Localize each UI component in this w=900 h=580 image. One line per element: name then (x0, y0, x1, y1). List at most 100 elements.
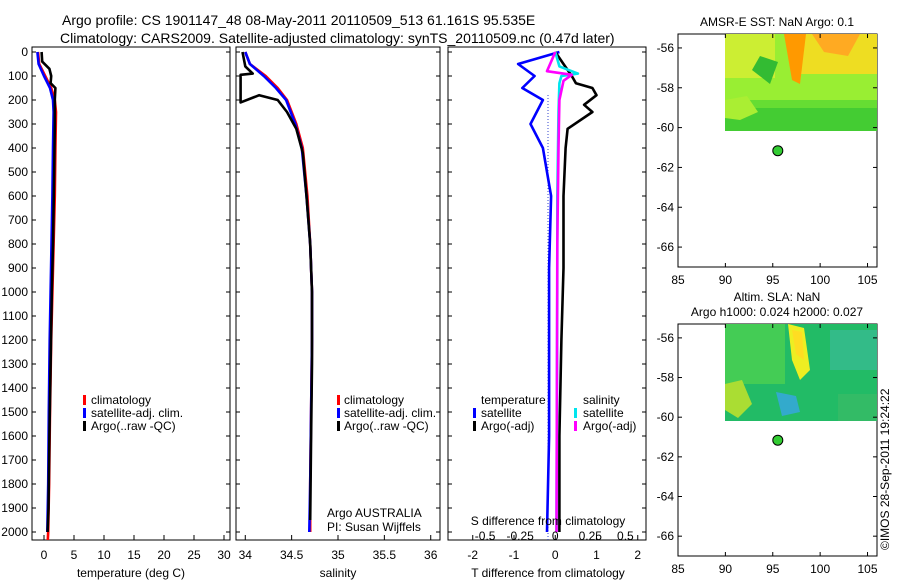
s-difference-ticks: -0.5 -0.25 0 0.25 0.5 (475, 529, 634, 543)
x-tick-label: -2 (467, 548, 478, 562)
lon-tick-label: 90 (719, 562, 733, 576)
depth-tick-label: 100 (8, 69, 28, 83)
lon-tick-label: 105 (858, 562, 878, 576)
series-line-temperature-argo-adj (554, 51, 598, 532)
x-tick-label: 2 (634, 548, 641, 562)
x-tick-label: 35.5 (373, 548, 397, 562)
lon-tick-label: 105 (858, 273, 878, 287)
sla-low-patch (776, 392, 800, 416)
depth-tick-label: 1100 (2, 309, 28, 323)
depth-tick-label: 700 (8, 213, 28, 227)
legend-swatch-sal-satellite (574, 408, 577, 418)
sla-field-east (830, 330, 877, 370)
legend-argo: Argo(..raw -QC) (344, 419, 429, 433)
lat-tick-label: -64 (657, 490, 675, 504)
legend-climatology: climatology (344, 393, 404, 407)
legend-climatology: climatology (91, 393, 151, 407)
x-tick-label: 35 (331, 548, 345, 562)
lon-tick-label: 95 (766, 562, 780, 576)
x-tick-label: 30 (217, 548, 231, 562)
depth-tick-label: 600 (8, 189, 28, 203)
x-tick-label: 20 (157, 548, 171, 562)
depth-tick-label: 1700 (1, 453, 28, 467)
sla-patch-sw (725, 380, 752, 418)
x-tick-label: 25 (187, 548, 201, 562)
lat-tick-label: -62 (657, 160, 675, 174)
lat-tick-label: -62 (657, 450, 675, 464)
lat-tick-label: -60 (657, 121, 675, 135)
legend-swatch-satellite (337, 408, 340, 418)
lon-tick-label: 85 (671, 273, 685, 287)
x-tick-label: 10 (97, 548, 111, 562)
lon-tick-label: 100 (810, 273, 830, 287)
salinity-y-ticks (236, 51, 440, 533)
sst-heatmap (725, 34, 877, 131)
legend-swatch-temp-satellite (473, 408, 476, 418)
depth-tick-label: 1600 (1, 429, 28, 443)
x-tick-label: 15 (127, 548, 141, 562)
temperature-frame (31, 46, 231, 541)
depth-axis: 0 100 200 300 400 500 600 700 800 900 1000 1100 1200… (1, 45, 230, 539)
s-tick-label: -0.5 (475, 529, 496, 543)
series-line-climatology (244, 51, 314, 532)
legend-temperature-title: temperature (481, 393, 546, 407)
s-tick-label: 0 (552, 529, 559, 543)
series-line-argo-raw-qc (40, 51, 57, 533)
legend-swatch-satellite (83, 408, 86, 418)
legend-swatch-climatology (337, 395, 340, 405)
legend-satellite: satellite-adj. clim. (344, 406, 436, 420)
sla-field-west (725, 324, 785, 384)
temperature-panel: 0100200300400500600700800900100011001200… (1, 45, 231, 580)
sla-map-title: Altim. SLA: NaN (734, 290, 821, 304)
sla-map-panel: Altim. SLA: NaN Argo h1000: 0.024 h2000:… (657, 290, 878, 576)
argo-float-marker (772, 145, 784, 157)
difference-panel: -2 -1 0 1 2 S difference from climatology -0… (447, 46, 647, 580)
legend-swatch-temp-argo (473, 421, 476, 431)
depth-tick-label: 1900 (1, 501, 28, 515)
lat-tick-label: -66 (657, 529, 675, 543)
lat-tick-label: -66 (657, 240, 675, 254)
series-line-temperature-satellite (516, 50, 560, 533)
depth-tick-label: 1300 (1, 357, 28, 371)
difference-y-ticks (448, 51, 646, 533)
lat-tick-label: -58 (657, 371, 675, 385)
s-tick-label: 0.5 (617, 529, 634, 543)
lon-tick-label: 90 (719, 273, 733, 287)
lat-tick-label: -56 (657, 41, 675, 55)
legend-salinity-title: salinity (583, 393, 620, 407)
header-line-1: Argo profile: CS 1901147_48 08-May-2011 … (62, 12, 535, 28)
x-tick-label: 1 (593, 548, 600, 562)
difference-frame (447, 46, 647, 541)
temperature-lines (36, 51, 58, 540)
depth-tick-label: 900 (8, 261, 28, 275)
legend-argo: Argo(..raw -QC) (91, 419, 176, 433)
salinity-legend: climatology satellite-adj. clim. Argo(..… (337, 393, 436, 433)
depth-tick-label: 2000 (1, 525, 28, 539)
sla-high-core (792, 330, 804, 360)
pi-label: PI: Susan Wijffels (327, 520, 421, 534)
lon-tick-label: 85 (671, 562, 685, 576)
depth-tick-label: 1200 (1, 333, 28, 347)
difference-lines (516, 50, 598, 533)
legend-swatch-argo (83, 421, 86, 431)
legend-temp-argo: Argo(-adj) (481, 419, 534, 433)
lon-tick-label: 100 (810, 562, 830, 576)
sst-map-axes: -56 -58 -60 -62 -64 -66 85 90 95 100 105 (657, 34, 878, 287)
sst-field-south (725, 108, 877, 131)
legend-swatch-argo (337, 421, 340, 431)
depth-tick-label: 200 (8, 93, 28, 107)
sst-map-panel: AMSR-E SST: NaN Argo: 0.1 -56 -58 -60 -62 -6… (657, 15, 878, 287)
salinity-panel: 34 34.5 35 35.5 36 salinity climatology sate… (235, 46, 441, 580)
difference-legend: temperature satellite Argo(-adj) salinit… (473, 393, 636, 433)
legend-satellite: satellite-adj. clim. (91, 406, 183, 420)
x-tick-label: 34 (239, 548, 253, 562)
temperature-legend: climatology satellite-adj. clim. Argo(..… (83, 393, 183, 433)
difference-x-axis: -2 -1 0 1 2 (467, 535, 641, 562)
depth-tick-label: 1000 (1, 285, 28, 299)
temperature-xlabel: temperature (deg C) (77, 566, 185, 580)
legend-swatch-sal-argo (574, 421, 577, 431)
salinity-lines (239, 51, 314, 533)
depth-tick-label: 0 (21, 45, 28, 59)
lat-tick-label: -56 (657, 331, 675, 345)
